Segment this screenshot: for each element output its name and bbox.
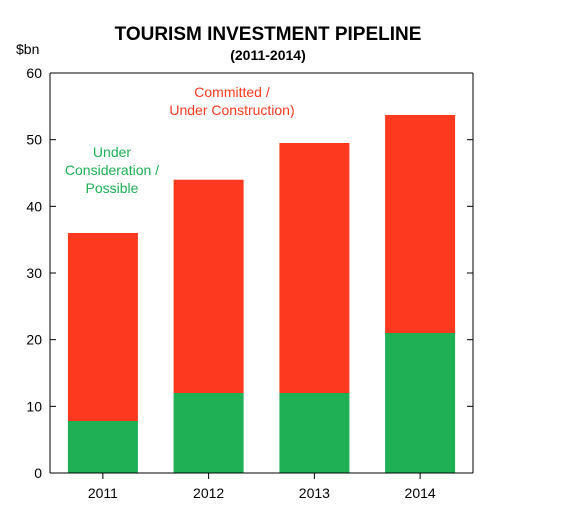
annotation-0-line-0: Committed / — [194, 84, 270, 100]
annotation-1-line-1: Consideration / — [65, 162, 159, 178]
chart-title: TOURISM INVESTMENT PIPELINE — [115, 24, 422, 45]
y-tick-label-50: 50 — [26, 132, 42, 148]
bar-2011-series-1 — [67, 233, 138, 421]
annotations: Committed / Under Construction) Under Consi… — [65, 84, 295, 196]
bar-2014-series-0 — [385, 333, 456, 473]
annotation-1-line-0: Under — [93, 144, 131, 160]
y-tick-label-0: 0 — [34, 465, 42, 481]
x-tick-label-2011: 2011 — [88, 485, 118, 501]
axes — [49, 72, 474, 479]
x-tick-label-2013: 2013 — [299, 485, 330, 501]
x-tick-label-2014: 2014 — [405, 485, 436, 501]
y-tick-label-30: 30 — [26, 265, 42, 281]
y-tick-label-60: 60 — [26, 65, 42, 81]
bar-2012-series-0 — [173, 393, 244, 473]
bar-2011-series-0 — [67, 421, 138, 473]
y-tick-label-10: 10 — [26, 398, 42, 414]
y-tick-label-20: 20 — [26, 332, 42, 348]
bar-2013-series-0 — [279, 393, 350, 473]
bar-2014-series-1 — [385, 115, 456, 333]
y-tick-labels: 0 10 20 30 40 50 60 — [26, 65, 42, 481]
x-tick-labels: 2011 2012 2013 2014 — [88, 485, 436, 501]
y-tick-label-40: 40 — [26, 198, 42, 214]
bars — [67, 115, 456, 473]
annotation-1-line-2: Possible — [86, 180, 139, 196]
x-tick-label-2012: 2012 — [193, 485, 224, 501]
annotation-0-line-1: Under Construction) — [169, 102, 294, 118]
y-unit-label: $bn — [16, 41, 39, 57]
chart-subtitle: (2011-2014) — [230, 47, 306, 63]
bar-2013-series-1 — [279, 143, 350, 393]
bar-2012-series-1 — [173, 179, 244, 393]
